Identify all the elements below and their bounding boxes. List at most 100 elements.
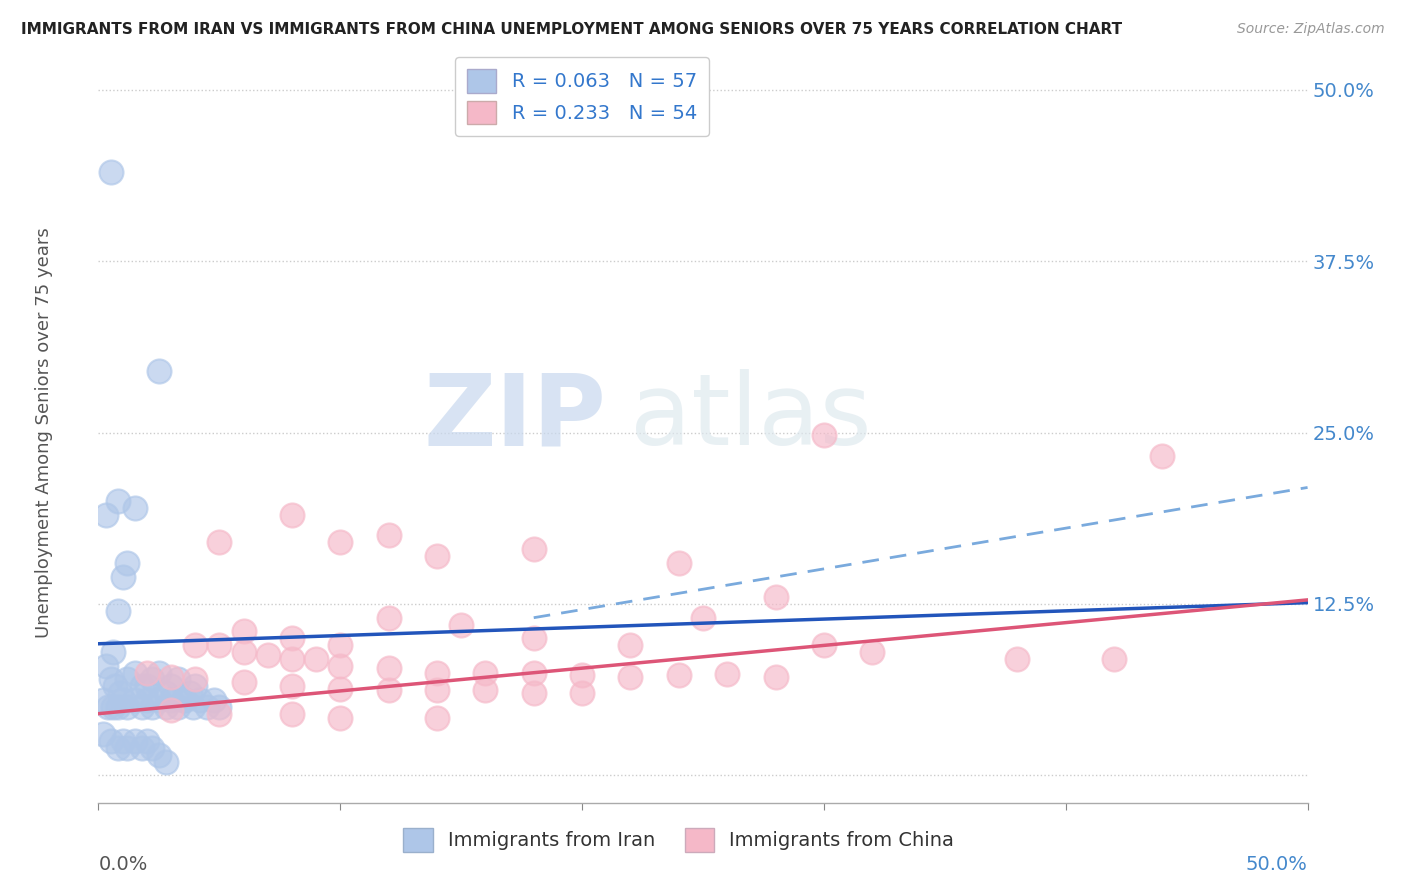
Text: 50.0%: 50.0% [1246, 855, 1308, 873]
Point [91, 727, 114, 741]
Point [160, 693, 183, 707]
Point [450, 617, 472, 632]
Point [377, 661, 399, 675]
Text: Unemployment Among Seniors over 75 years: Unemployment Among Seniors over 75 years [35, 227, 53, 638]
Point [426, 549, 449, 563]
Point [474, 683, 496, 698]
Point [101, 699, 124, 714]
Point [281, 679, 304, 693]
Point [281, 706, 304, 721]
Point [155, 755, 177, 769]
Point [148, 364, 170, 378]
Point [426, 683, 449, 698]
Point [208, 706, 231, 721]
Point [329, 658, 352, 673]
Point [160, 679, 183, 693]
Point [131, 699, 153, 714]
Text: atlas: atlas [630, 369, 872, 467]
Point [377, 610, 399, 624]
Point [94, 658, 117, 673]
Point [141, 673, 163, 687]
Point [141, 699, 163, 714]
Point [281, 632, 304, 646]
Point [232, 624, 254, 639]
Point [135, 665, 157, 680]
Point [716, 667, 738, 681]
Point [232, 675, 254, 690]
Point [181, 699, 204, 714]
Point [124, 665, 146, 680]
Point [167, 699, 190, 714]
Point [619, 670, 641, 684]
Point [184, 679, 207, 693]
Point [107, 494, 129, 508]
Text: ZIP: ZIP [423, 369, 606, 467]
Point [117, 556, 139, 570]
Point [426, 665, 449, 680]
Point [1152, 449, 1174, 463]
Point [256, 648, 278, 662]
Point [523, 686, 546, 700]
Point [668, 556, 690, 570]
Point [377, 528, 399, 542]
Point [131, 679, 153, 693]
Legend: Immigrants from Iran, Immigrants from China: Immigrants from Iran, Immigrants from Ch… [395, 821, 962, 860]
Point [104, 679, 127, 693]
Point [124, 734, 146, 748]
Point [107, 699, 129, 714]
Point [107, 741, 129, 756]
Point [668, 668, 690, 682]
Point [148, 747, 170, 762]
Text: IMMIGRANTS FROM IRAN VS IMMIGRANTS FROM CHINA UNEMPLOYMENT AMONG SENIORS OVER 75: IMMIGRANTS FROM IRAN VS IMMIGRANTS FROM … [21, 22, 1122, 37]
Point [765, 670, 787, 684]
Point [117, 673, 139, 687]
Point [117, 699, 139, 714]
Point [111, 569, 134, 583]
Point [523, 632, 546, 646]
Point [329, 711, 352, 725]
Point [179, 686, 201, 700]
Point [204, 693, 226, 707]
Point [571, 668, 593, 682]
Point [148, 665, 170, 680]
Point [1007, 652, 1029, 666]
Point [94, 508, 117, 522]
Point [232, 645, 254, 659]
Point [813, 428, 835, 442]
Point [195, 699, 218, 714]
Point [135, 679, 157, 693]
Point [765, 590, 787, 604]
Point [474, 665, 496, 680]
Point [155, 686, 177, 700]
Point [148, 693, 170, 707]
Point [188, 693, 211, 707]
Point [377, 683, 399, 698]
Point [174, 693, 197, 707]
Point [131, 741, 153, 756]
Point [167, 673, 190, 687]
Point [100, 165, 122, 179]
Point [117, 741, 139, 756]
Point [101, 645, 124, 659]
Point [692, 610, 714, 624]
Point [281, 508, 304, 522]
Point [523, 665, 546, 680]
Point [619, 638, 641, 652]
Point [184, 673, 207, 687]
Point [329, 535, 352, 549]
Point [523, 542, 546, 557]
Point [124, 501, 146, 516]
Point [172, 693, 194, 707]
Point [813, 638, 835, 652]
Point [135, 734, 157, 748]
Point [1102, 652, 1125, 666]
Point [155, 699, 177, 714]
Point [141, 741, 163, 756]
Point [329, 638, 352, 652]
Point [281, 652, 304, 666]
Point [111, 693, 134, 707]
Point [860, 645, 883, 659]
Point [305, 652, 328, 666]
Point [91, 693, 114, 707]
Point [97, 699, 120, 714]
